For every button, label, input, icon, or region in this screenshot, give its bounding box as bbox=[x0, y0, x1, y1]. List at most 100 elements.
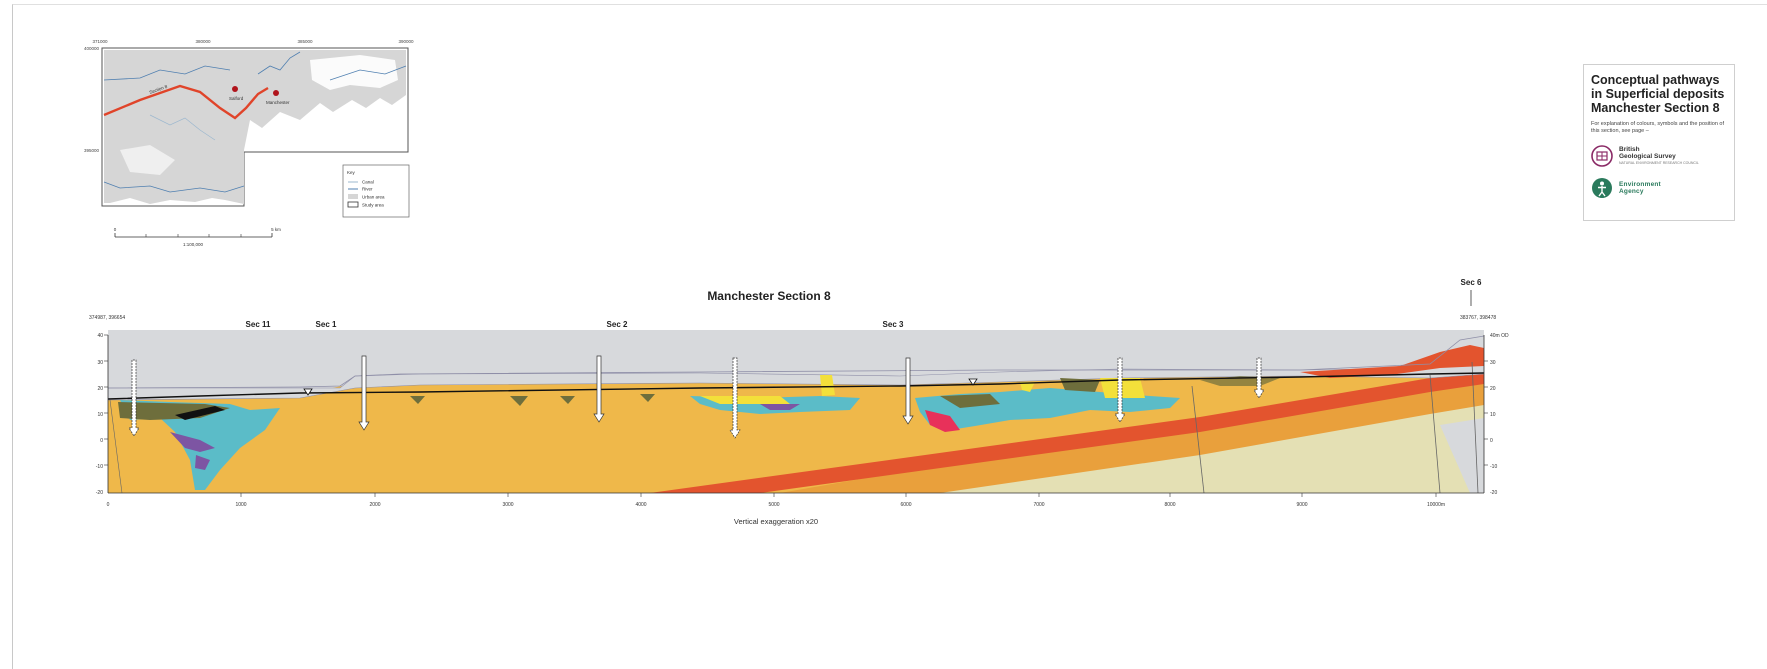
clay-lens bbox=[170, 432, 215, 452]
ea-logo-line2: Agency bbox=[1619, 188, 1644, 195]
water-table-icon bbox=[968, 378, 978, 386]
fault-line bbox=[1191, 385, 1205, 493]
vertical-exaggeration-note: Vertical exaggeration x20 bbox=[734, 517, 818, 526]
pathway-arrow-icon bbox=[128, 359, 140, 437]
legend-title: Conceptual pathways in Superficial depos… bbox=[1591, 73, 1725, 115]
pathway-arrow-icon bbox=[358, 355, 370, 431]
y-tick-left: -10 bbox=[96, 464, 103, 470]
y-tick-left: -20 bbox=[96, 490, 103, 496]
clay-lens bbox=[195, 455, 210, 470]
fault-line bbox=[1429, 374, 1441, 493]
y-tick-right: 30 bbox=[1490, 360, 1496, 366]
map-tick-top: 385000 bbox=[297, 39, 313, 44]
sec-marker-label: Sec 3 bbox=[883, 320, 904, 329]
key-item-study: Study area bbox=[362, 203, 384, 208]
pathway-arrow-icon bbox=[1114, 357, 1126, 423]
x-tick: 10000m bbox=[1427, 502, 1445, 508]
section-line-label: Section 8 bbox=[149, 84, 169, 95]
key-item-urban: Urban area bbox=[362, 195, 385, 200]
canal-line bbox=[149, 114, 216, 141]
scale-tick-0: 0 bbox=[114, 227, 117, 232]
sec-marker-label: Sec 1 bbox=[316, 320, 337, 329]
y-tick-left: 10 bbox=[97, 412, 103, 418]
x-tick: 6000 bbox=[900, 502, 911, 508]
pathway-arrow-icon bbox=[902, 357, 914, 425]
water-table-line bbox=[107, 372, 1485, 400]
y-tick-right: -10 bbox=[1490, 464, 1497, 470]
river-line bbox=[103, 181, 245, 193]
ea-logo-icon bbox=[1592, 178, 1612, 198]
y-tick-left: 40 bbox=[97, 333, 103, 339]
study-area-swatch-icon bbox=[347, 201, 359, 208]
bgs-logo: British Geological Survey NATURAL ENVIRO… bbox=[1591, 145, 1727, 167]
bgs-logo-icon bbox=[1591, 145, 1613, 167]
manchester-marker-icon bbox=[273, 90, 279, 96]
rural-patch bbox=[120, 145, 175, 175]
y-tick-left: 20 bbox=[97, 386, 103, 392]
bedrock-grey-right bbox=[1440, 418, 1484, 493]
place-label-manchester: Manchester bbox=[266, 100, 290, 105]
map-tick-left: 400000 bbox=[84, 46, 100, 51]
x-tick: 1000 bbox=[235, 502, 246, 508]
x-tick: 0 bbox=[107, 502, 110, 508]
river-line bbox=[329, 65, 407, 81]
section-8-line bbox=[103, 84, 269, 120]
y-tick-right: -20 bbox=[1490, 490, 1497, 496]
cross-section: Manchester Section 8 374987, 396654 3837… bbox=[89, 278, 1509, 526]
key-item-river: River bbox=[362, 187, 373, 192]
rural-patch bbox=[310, 55, 398, 90]
peat-layer bbox=[410, 396, 425, 404]
x-tick: 5000 bbox=[768, 502, 779, 508]
river-line bbox=[103, 65, 231, 81]
peat-layer bbox=[640, 394, 655, 402]
sand-lens bbox=[820, 375, 835, 396]
clay-lens bbox=[760, 404, 800, 410]
superficial-veneer bbox=[108, 349, 1484, 401]
scale-ratio: 1:100,000 bbox=[183, 242, 204, 247]
key-item-canal: Canal bbox=[362, 180, 374, 185]
map-tick-top: 390000 bbox=[398, 39, 414, 44]
section-title: Manchester Section 8 bbox=[707, 289, 831, 303]
y-tick-left: 30 bbox=[97, 360, 103, 366]
x-tick: 4000 bbox=[635, 502, 646, 508]
scale-bar: 0 5 km 1:100,000 bbox=[114, 227, 281, 247]
map-key: Key Canal River Urban area Study area bbox=[342, 164, 410, 218]
map-tick-left: 395000 bbox=[84, 148, 100, 153]
x-tick: 9000 bbox=[1296, 502, 1307, 508]
inset-map: 371000 380000 385000 390000 400000 39500… bbox=[84, 39, 414, 247]
salford-marker-icon bbox=[232, 86, 238, 92]
x-tick: 8000 bbox=[1164, 502, 1175, 508]
place-label-salford: Salford bbox=[229, 96, 244, 101]
right-coordinate: 383767, 398478 bbox=[1460, 315, 1496, 321]
y-tick-left: 0 bbox=[100, 438, 103, 444]
made-ground bbox=[925, 410, 960, 432]
legend-subtitle: For explanation of colours, symbols and … bbox=[1591, 121, 1724, 134]
x-tick: 2000 bbox=[369, 502, 380, 508]
ground-surface bbox=[107, 335, 1485, 389]
sec-marker-label: Sec 11 bbox=[246, 320, 271, 329]
urban-swatch-icon bbox=[348, 194, 358, 199]
pathway-arrow-icon bbox=[593, 355, 605, 423]
peat-layer bbox=[510, 396, 528, 406]
left-coordinate: 374987, 396654 bbox=[89, 315, 125, 321]
ea-logo-line1: Environment bbox=[1619, 181, 1661, 188]
scale-tick-5km: 5 km bbox=[271, 227, 281, 232]
sand-lens bbox=[1100, 378, 1145, 398]
bgs-logo-line2: Geological Survey bbox=[1619, 152, 1676, 160]
x-tick: 7000 bbox=[1033, 502, 1044, 508]
sec-marker-label: Sec 2 bbox=[607, 320, 628, 329]
peat-layer bbox=[560, 396, 575, 404]
legend-box: Conceptual pathways in Superficial depos… bbox=[1583, 64, 1735, 221]
sand-lens bbox=[1020, 382, 1035, 392]
water-table-icon bbox=[303, 388, 313, 396]
peat-layer bbox=[940, 394, 1000, 408]
y-tick-right: 20 bbox=[1490, 386, 1496, 392]
boundary-line bbox=[109, 399, 123, 493]
map-tick-top: 380000 bbox=[195, 39, 211, 44]
pathway-arrow-icon bbox=[1253, 357, 1265, 399]
ea-logo: Environment Agency bbox=[1591, 177, 1727, 199]
y-tick-right: 10 bbox=[1490, 412, 1496, 418]
bgs-logo-line1: British bbox=[1619, 145, 1640, 153]
fault-line bbox=[1471, 361, 1479, 493]
